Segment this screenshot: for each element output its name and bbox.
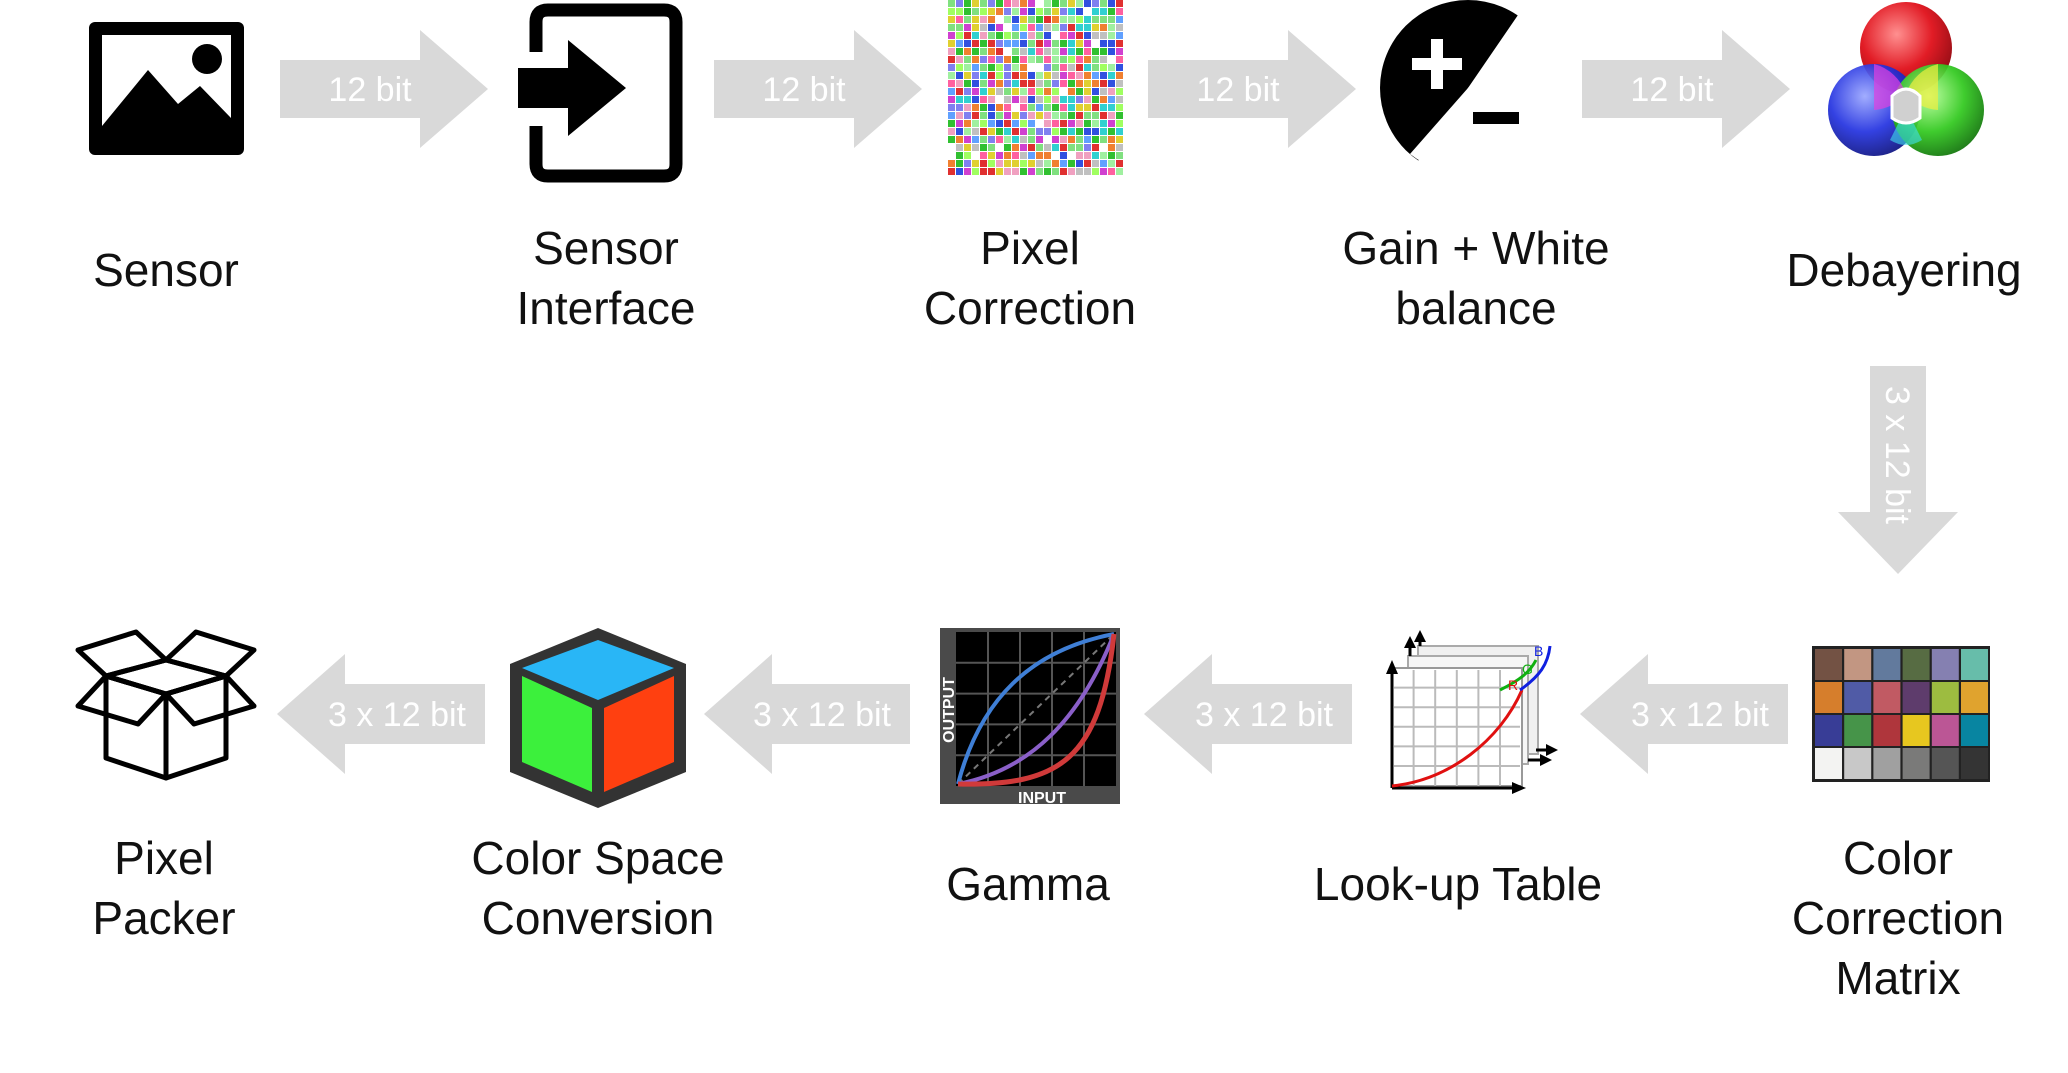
arrow-bottom-3: 3 x 12 bit <box>1144 654 1352 774</box>
arrow-bottom-3-label: 3 x 12 bit <box>1195 696 1334 734</box>
gamma-x-label: INPUT <box>1018 790 1066 807</box>
lut-label-g: G <box>1522 661 1533 677</box>
arrow-bottom-2-label: 3 x 12 bit <box>753 696 892 734</box>
box-icon <box>75 629 257 781</box>
arrow-down: 3 x 12 bit <box>1838 366 1958 574</box>
arrow-top-4-label: 12 bit <box>1630 71 1714 109</box>
node-label-gain-white-balance: Gain + White balance <box>1342 222 1610 334</box>
node-label-pixel-correction: Pixel Correction <box>923 222 1137 334</box>
node-label-gamma: Gamma <box>946 858 1110 910</box>
arrow-top-1: 12 bit <box>280 30 488 148</box>
lut-label-r: R <box>1508 677 1518 693</box>
color-cube-icon <box>510 628 686 808</box>
arrow-top-2-label: 12 bit <box>762 71 846 109</box>
arrow-top-3: 12 bit <box>1148 30 1356 148</box>
node-label-sensor-interface: Sensor Interface <box>516 222 696 334</box>
node-label-color-correction-matrix: Color Correction Matrix <box>1791 832 2005 1004</box>
arrow-bottom-4-label: 3 x 12 bit <box>1631 696 1770 734</box>
arrow-top-4: 12 bit <box>1582 30 1790 148</box>
arrow-top-3-label: 12 bit <box>1196 71 1280 109</box>
pixel-mosaic-icon <box>948 0 1123 175</box>
gamma-y-label: OUTPUT <box>941 677 958 743</box>
rgb-circles-icon <box>1828 2 1984 156</box>
color-checker-icon <box>1812 646 1990 782</box>
arrow-bottom-1: 3 x 12 bit <box>277 654 485 774</box>
node-label-look-up-table: Look-up Table <box>1313 858 1603 910</box>
gamma-curve-icon: INPUT OUTPUT <box>940 628 1120 807</box>
lut-label-b: B <box>1534 643 1543 659</box>
plus-minus-exposure-icon <box>1380 0 1557 177</box>
lookup-table-icon: R G B <box>1386 630 1558 794</box>
node-label-pixel-packer: Pixel Packer <box>92 832 236 944</box>
arrow-down-label: 3 x 12 bit <box>1878 386 1916 525</box>
arrow-top-2: 12 bit <box>714 30 922 148</box>
arrow-top-1-label: 12 bit <box>328 71 412 109</box>
node-label-debayering: Debayering <box>1786 244 2022 296</box>
node-label-sensor: Sensor <box>93 244 239 296</box>
arrow-bottom-4: 3 x 12 bit <box>1580 654 1788 774</box>
sign-in-icon <box>518 3 683 183</box>
arrow-bottom-2: 3 x 12 bit <box>704 654 910 774</box>
arrow-bottom-1-label: 3 x 12 bit <box>328 696 467 734</box>
image-icon <box>89 22 244 155</box>
node-label-color-space-conversion: Color Space Conversion <box>471 832 725 944</box>
